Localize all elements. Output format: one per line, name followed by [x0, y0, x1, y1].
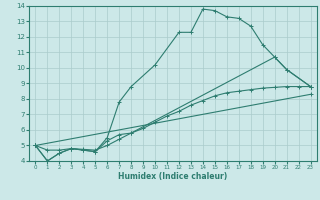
X-axis label: Humidex (Indice chaleur): Humidex (Indice chaleur) [118, 172, 228, 181]
